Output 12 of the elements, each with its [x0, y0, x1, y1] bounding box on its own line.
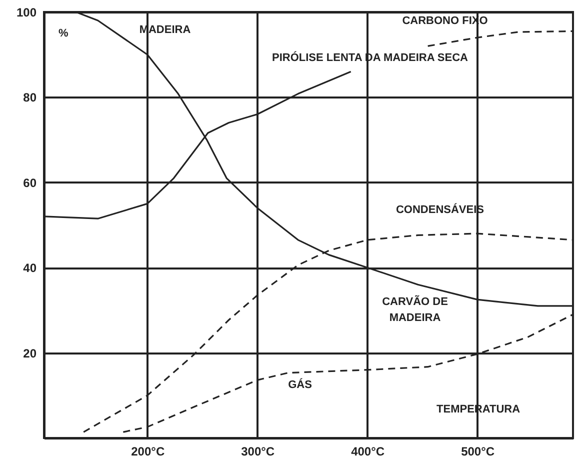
- x-tick-label: 300°C: [241, 444, 275, 458]
- x-tick-label: 400°C: [351, 444, 385, 458]
- y-axis-title: %: [58, 28, 68, 40]
- y-tick-label: 60: [23, 176, 37, 190]
- y-tick-label: 20: [23, 346, 37, 360]
- x-tick-label: 500°C: [461, 444, 495, 458]
- annotation: GÁS: [288, 378, 312, 391]
- y-tick-label: 40: [23, 261, 37, 276]
- y-tick-label: 100: [16, 6, 37, 20]
- y-tick-label: 80: [23, 90, 37, 105]
- annotation: CARVÃO DE MADEIRA: [382, 295, 448, 324]
- x-tick-label: 200°C: [131, 444, 165, 458]
